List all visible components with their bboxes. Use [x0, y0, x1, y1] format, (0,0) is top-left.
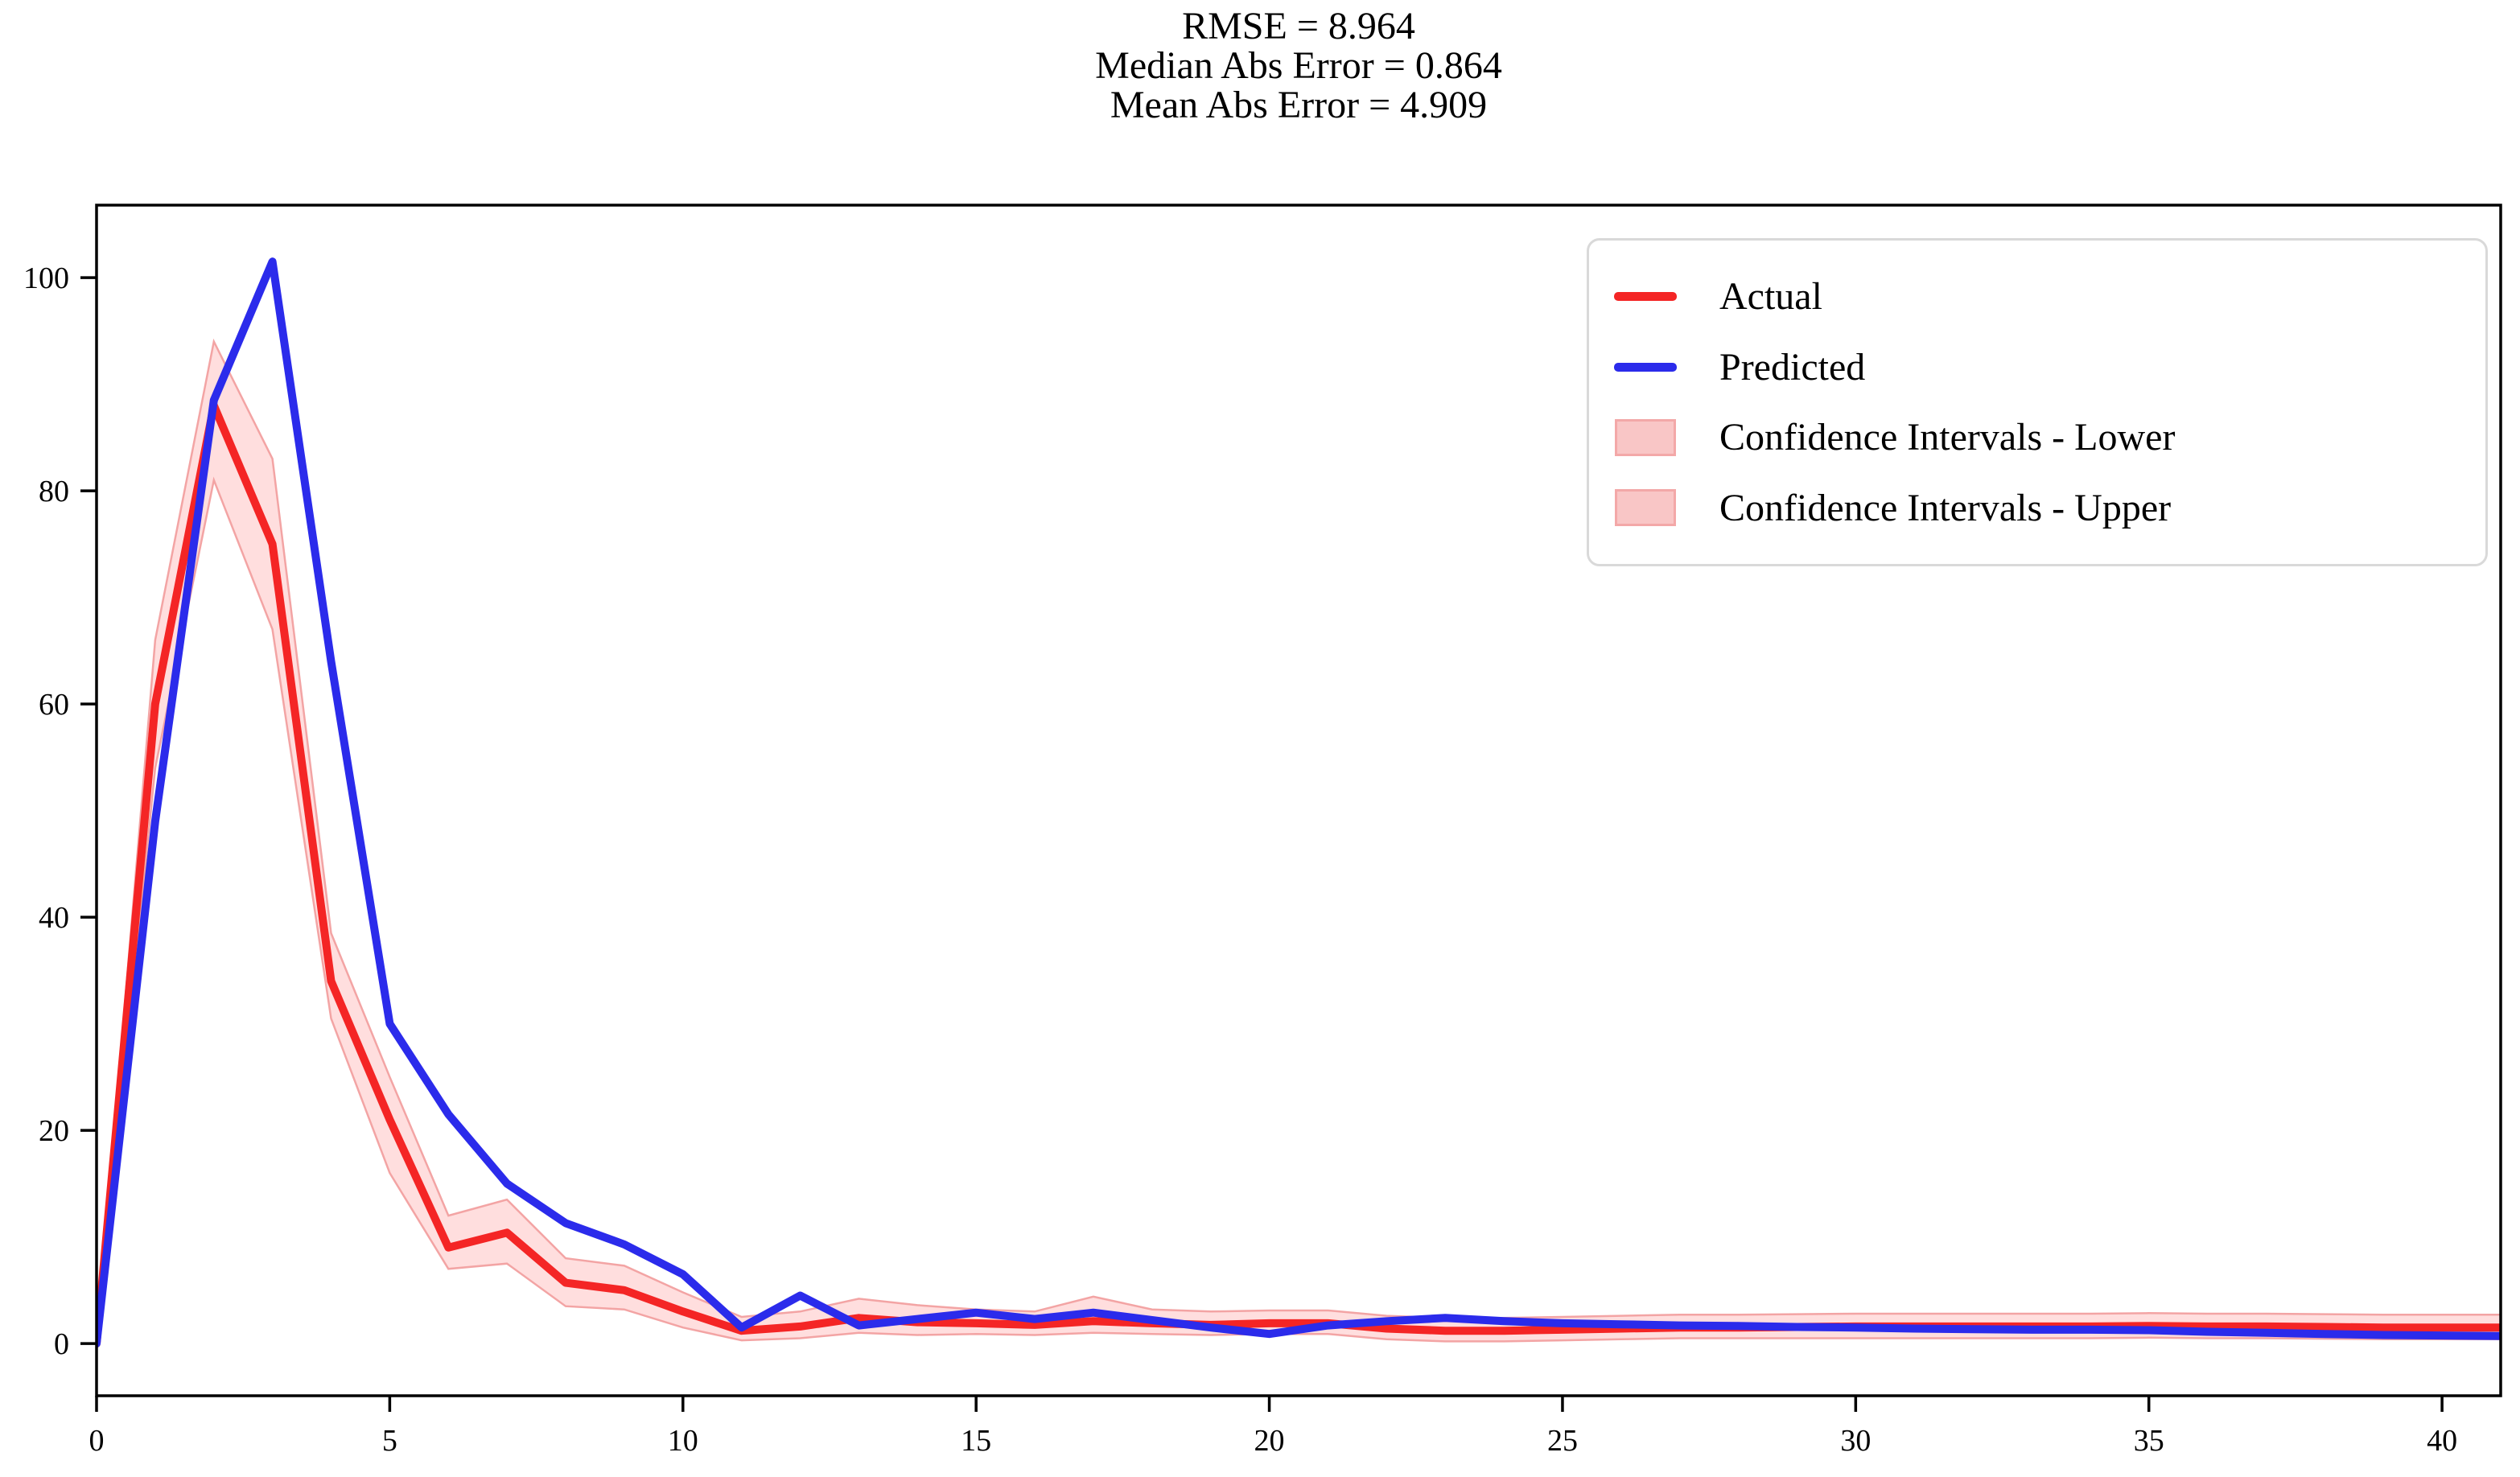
legend-item-ci-upper: Confidence Intervals - Upper	[1613, 486, 2461, 530]
ci-lower-patch-swatch	[1613, 418, 1678, 456]
predicted-line	[97, 257, 2501, 1348]
title-line-rmse: RMSE = 8.964	[1182, 5, 1415, 47]
actual-line-swatch	[1613, 292, 1678, 302]
title-line-mean-abs-error: Mean Abs Error = 4.909	[1110, 84, 1488, 126]
y-axis: 0 20 40 60 80 100	[23, 261, 97, 1361]
y-tick-label: 0	[54, 1327, 69, 1361]
predicted-line-swatch	[1613, 362, 1678, 372]
x-tick-label: 25	[1547, 1424, 1578, 1458]
legend-label-predicted: Predicted	[1719, 345, 1866, 389]
plot-border	[95, 204, 2502, 1397]
legend-item-actual: Actual	[1613, 274, 2461, 319]
y-tick-label: 60	[39, 688, 69, 722]
x-tick-label: 40	[2427, 1424, 2457, 1458]
y-tick-label: 20	[39, 1114, 69, 1148]
legend-label-actual: Actual	[1719, 275, 1822, 319]
legend: Actual Predicted Confidence Intervals - …	[1587, 238, 2488, 566]
title-line-median-abs-error: Median Abs Error = 0.864	[1095, 44, 1502, 87]
y-tick-label: 40	[39, 901, 69, 935]
x-tick-label: 15	[961, 1424, 991, 1458]
chart-title: RMSE = 8.964 Median Abs Error = 0.864 Me…	[97, 6, 2501, 125]
y-tick-label: 80	[39, 475, 69, 508]
legend-item-ci-lower: Confidence Intervals - Lower	[1613, 415, 2461, 459]
x-tick-label: 20	[1254, 1424, 1285, 1458]
x-tick-label: 10	[668, 1424, 698, 1458]
x-tick-label: 5	[382, 1424, 397, 1458]
plot-area	[97, 257, 2501, 1348]
legend-label-ci-upper: Confidence Intervals - Upper	[1719, 486, 2172, 529]
x-tick-label: 0	[89, 1424, 105, 1458]
legend-item-predicted: Predicted	[1613, 345, 2461, 389]
legend-label-ci-lower: Confidence Intervals - Lower	[1719, 416, 2176, 459]
y-tick-label: 100	[23, 261, 69, 295]
x-tick-label: 30	[1840, 1424, 1871, 1458]
x-tick-label: 35	[2134, 1424, 2164, 1458]
ci-upper-patch-swatch	[1613, 489, 1678, 527]
x-axis: 0 5 10 15 20 25 30 35 40	[89, 1396, 2457, 1458]
